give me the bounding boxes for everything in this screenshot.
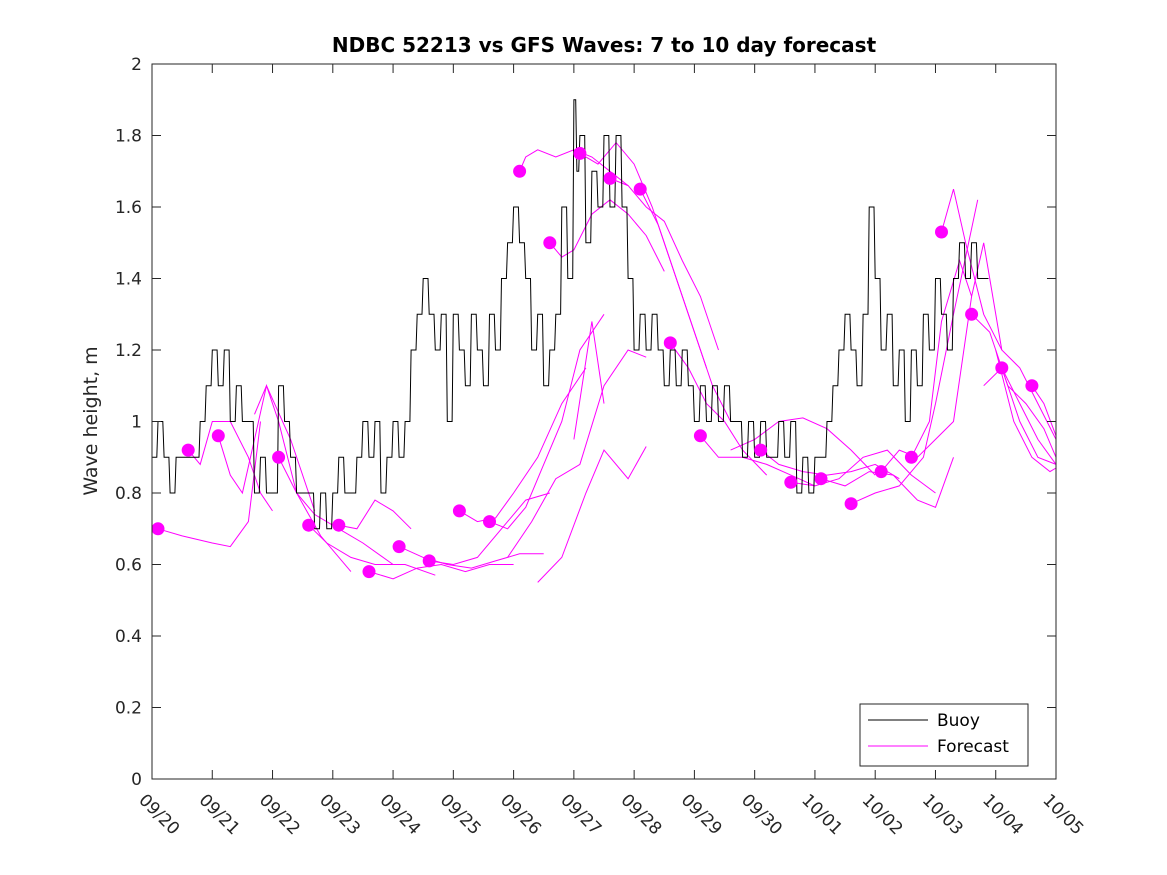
- forecast-start-marker: [935, 225, 948, 239]
- y-tick-label: 1.2: [115, 341, 142, 361]
- forecast-start-marker: [392, 540, 406, 554]
- forecast-marker-group: [151, 146, 1039, 579]
- chart-title: NDBC 52213 vs GFS Waves: 7 to 10 day for…: [332, 33, 877, 57]
- forecast-start-marker: [663, 336, 677, 350]
- legend-box: [859, 703, 1029, 767]
- forecast-line-23: [760, 449, 900, 480]
- forecast-start-marker: [573, 146, 587, 160]
- legend-buoy-label: Buoy: [937, 711, 980, 731]
- forecast-start-marker: [633, 182, 647, 196]
- y-tick-label: 0.8: [115, 484, 142, 504]
- forecast-line-18: [537, 446, 647, 583]
- y-tick-label: 1.8: [115, 127, 142, 147]
- forecast-start-marker: [965, 307, 979, 321]
- forecast-line-12: [519, 149, 629, 186]
- forecast-series-group: [157, 141, 1057, 583]
- y-axis-label: Wave height, m: [80, 346, 102, 495]
- forecast-line-2: [217, 384, 316, 512]
- forecast-line-21: [700, 435, 816, 487]
- y-tick-label: 1.4: [115, 270, 142, 290]
- forecast-start-marker: [693, 429, 707, 443]
- forecast-start-marker: [754, 443, 768, 457]
- forecast-start-marker: [784, 475, 798, 489]
- forecast-line-5: [308, 524, 436, 576]
- forecast-start-marker: [272, 450, 286, 464]
- forecast-start-marker: [543, 236, 557, 250]
- forecast-line-32: [1031, 385, 1057, 436]
- forecast-line-0: [157, 421, 261, 548]
- forecast-start-marker: [904, 450, 918, 464]
- forecast-line-29: [941, 188, 1057, 440]
- forecast-start-marker: [844, 497, 858, 511]
- y-tick-label: 1.6: [115, 198, 142, 218]
- y-tick-label: 0.6: [115, 556, 142, 576]
- forecast-start-marker: [603, 171, 617, 185]
- forecast-line-15: [609, 177, 719, 351]
- forecast-line-19: [573, 321, 605, 440]
- legend-forecast-label: Forecast: [937, 737, 1009, 757]
- forecast-line-22: [730, 417, 876, 476]
- forecast-line-30: [971, 313, 1057, 458]
- forecast-line-27: [880, 296, 973, 472]
- forecast-line-24: [790, 449, 936, 494]
- forecast-line-16: [639, 188, 732, 422]
- forecast-line-20: [669, 342, 768, 476]
- forecast-line-31: [1001, 367, 1057, 465]
- forecast-line-34: [995, 349, 1057, 473]
- forecast-line-28: [910, 242, 1003, 458]
- forecast-line-25: [820, 457, 954, 508]
- forecast-line-33: [983, 366, 1057, 465]
- forecast-start-marker: [452, 504, 466, 518]
- forecast-start-marker: [211, 429, 225, 443]
- y-tick-label: 2: [131, 55, 142, 75]
- forecast-start-marker: [874, 465, 888, 479]
- forecast-start-marker: [995, 361, 1009, 375]
- forecast-start-marker: [332, 518, 346, 532]
- forecast-line-6: [338, 499, 412, 530]
- forecast-start-marker: [513, 164, 527, 178]
- forecast-start-marker: [302, 518, 316, 532]
- forecast-line-11: [489, 314, 605, 530]
- forecast-start-marker: [151, 522, 165, 536]
- forecast-start-marker: [1025, 379, 1039, 393]
- legend: Buoy Forecast: [859, 703, 1029, 767]
- forecast-line-7: [368, 563, 514, 580]
- forecast-line-8: [398, 546, 544, 569]
- forecast-line-26: [850, 199, 979, 505]
- forecast-start-marker: [181, 443, 195, 457]
- forecast-start-marker: [483, 515, 496, 529]
- forecast-start-marker: [422, 554, 436, 568]
- forecast-line-17: [507, 349, 647, 558]
- y-tick-label: 0: [131, 770, 142, 790]
- y-tick-label: 1: [131, 413, 142, 433]
- y-tick-label: 0.2: [115, 699, 142, 719]
- buoy-series-group: [152, 99, 989, 530]
- buoy-line: [152, 99, 989, 530]
- forecast-start-marker: [814, 472, 828, 486]
- forecast-start-marker: [362, 565, 376, 579]
- y-tick-label: 0.4: [115, 627, 142, 647]
- forecast-line-10: [459, 367, 587, 523]
